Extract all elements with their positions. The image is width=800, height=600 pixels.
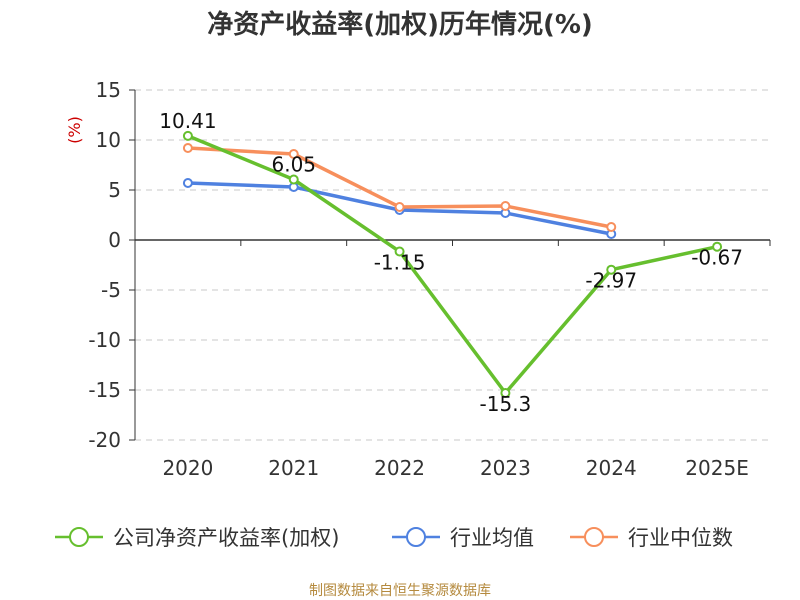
x-tick-label: 2021 [268, 456, 319, 480]
y-tick-label: 10 [96, 128, 121, 152]
legend-label: 行业中位数 [628, 526, 733, 550]
data-point [394, 246, 405, 257]
chart-title: 净资产收益率(加权)历年情况(%) [207, 10, 593, 40]
data-label: -2.97 [585, 269, 637, 293]
y-tick-label: -10 [88, 328, 121, 352]
y-tick-label: -5 [101, 278, 121, 302]
data-point [394, 202, 405, 212]
x-tick-label: 2023 [480, 456, 531, 480]
data-point [606, 264, 617, 275]
data-point [606, 222, 617, 232]
data-label: -15.3 [480, 392, 532, 416]
data-label: 6.05 [271, 153, 316, 177]
legend-label: 行业均值 [450, 526, 534, 550]
data-point [182, 143, 193, 153]
x-tick-label: 2020 [162, 456, 213, 480]
series-line-0 [186, 134, 719, 395]
legend-label: 公司净资产收益率(加权) [113, 526, 339, 550]
series-line-2 [186, 146, 613, 229]
data-point [500, 201, 511, 211]
data-point [288, 174, 299, 185]
legend-item: 行业均值 [392, 526, 534, 550]
data-label: -0.67 [691, 246, 743, 270]
x-tick-label: 2025E [685, 456, 749, 480]
legend-item: 行业中位数 [570, 526, 733, 550]
legend: 公司净资产收益率(加权) 行业均值 行业中位数 [55, 526, 733, 550]
legend-swatch-marker [406, 527, 426, 547]
x-tick-label: 2024 [586, 456, 637, 480]
legend-swatch-marker [584, 527, 604, 547]
grid-layer [135, 89, 770, 441]
data-label: -1.15 [374, 251, 426, 275]
axis-layer: 15 10 5 0 -5 -10 -15 -20 (%) 2020 2021 2022 2023 2024… [65, 78, 771, 480]
y-tick-label: -15 [88, 378, 121, 402]
source-note: 制图数据来自恒生聚源数据库 [309, 583, 491, 599]
x-tick-label: 2022 [374, 456, 425, 480]
y-tick-label: 5 [108, 178, 121, 202]
data-label: 10.41 [159, 109, 216, 133]
data-point [182, 178, 193, 188]
data-point [712, 241, 723, 252]
legend-swatch-marker [69, 527, 89, 547]
series-layer [182, 130, 723, 398]
y-tick-label: 0 [108, 228, 121, 252]
y-tick-label: -20 [88, 428, 121, 452]
data-point [288, 149, 299, 159]
legend-item: 公司净资产收益率(加权) [55, 526, 339, 550]
y-tick-label: 15 [96, 78, 121, 102]
y-axis-unit: (%) [65, 116, 84, 144]
data-point [500, 388, 511, 398]
data-point [182, 130, 193, 141]
label-layer: 10.41 6.05 -1.15 -15.3 -2.97 -0.67 [159, 109, 743, 416]
